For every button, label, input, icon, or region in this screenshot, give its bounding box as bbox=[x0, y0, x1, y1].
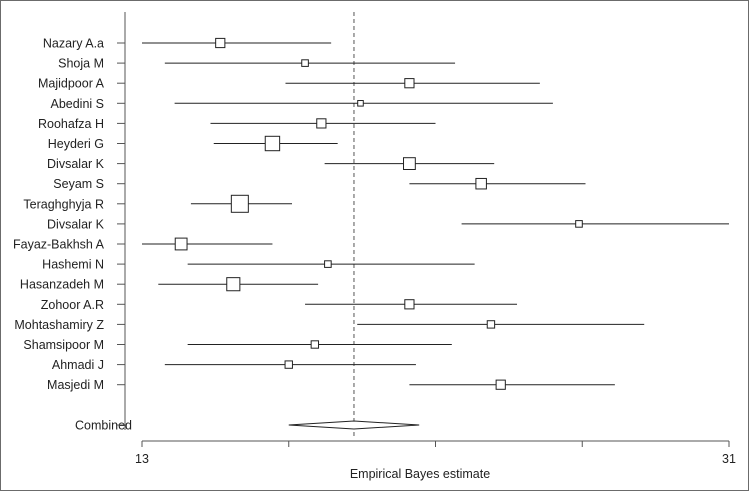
x-tick-label: 31 bbox=[722, 452, 736, 466]
estimate-square bbox=[230, 194, 249, 213]
study-label: Heyderi G bbox=[48, 137, 104, 151]
x-tick-label: 13 bbox=[135, 452, 149, 466]
estimate-square bbox=[357, 100, 364, 107]
estimate-square bbox=[475, 177, 487, 190]
estimate-square bbox=[316, 118, 327, 129]
study-label: Roohafza H bbox=[38, 117, 104, 131]
study-label: Teraghghyja R bbox=[23, 197, 104, 211]
estimate-square bbox=[403, 157, 416, 170]
estimate-square bbox=[495, 379, 506, 390]
estimate-square bbox=[264, 135, 281, 152]
estimate-square bbox=[174, 237, 188, 251]
study-label: Mohtashamiry Z bbox=[14, 318, 104, 332]
study-label: Nazary A.a bbox=[43, 37, 104, 51]
study-label: Masjedi M bbox=[47, 378, 104, 392]
x-axis-title: Empirical Bayes estimate bbox=[350, 467, 490, 481]
estimate-square bbox=[324, 260, 332, 268]
estimate-square bbox=[575, 220, 583, 228]
combined-diamond bbox=[288, 420, 420, 430]
estimate-square bbox=[301, 59, 309, 67]
estimate-square bbox=[310, 340, 320, 349]
study-label: Hasanzadeh M bbox=[20, 278, 104, 292]
estimate-square bbox=[226, 277, 241, 292]
study-label: Divsalar K bbox=[47, 157, 105, 171]
estimate-square bbox=[215, 37, 226, 49]
study-label: Shamsipoor M bbox=[23, 338, 104, 352]
study-label: Seyam S bbox=[53, 177, 104, 191]
study-label: Hashemi N bbox=[42, 258, 104, 272]
estimate-square bbox=[404, 78, 415, 89]
study-label: Majidpoor A bbox=[38, 77, 105, 91]
study-label: Ahmadi J bbox=[52, 358, 104, 372]
estimate-square bbox=[486, 320, 496, 329]
combined-label: Combined bbox=[75, 419, 132, 433]
study-label: Fayaz-Bakhsh A bbox=[13, 238, 105, 252]
study-label: Divsalar K bbox=[47, 217, 105, 231]
study-label: Abedini S bbox=[50, 97, 104, 111]
estimate-square bbox=[404, 299, 415, 310]
study-label: Zohoor A.R bbox=[41, 298, 104, 312]
study-label: Shoja M bbox=[58, 57, 104, 71]
estimate-square bbox=[284, 360, 293, 369]
